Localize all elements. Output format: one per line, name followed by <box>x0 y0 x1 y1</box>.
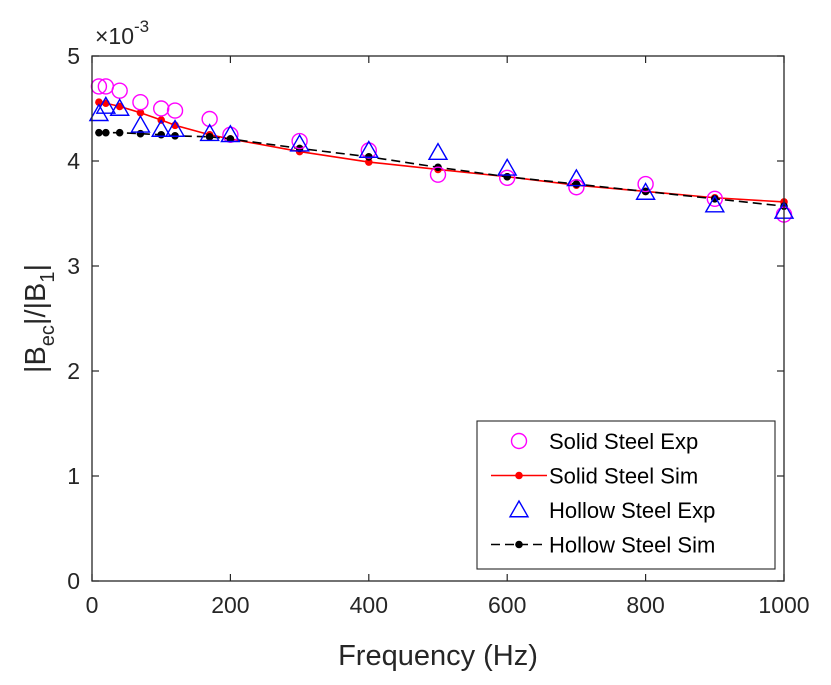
y-axis-title-mid: |/|B <box>20 283 52 325</box>
hollow-steel-exp-point <box>358 140 380 158</box>
solid-steel-exp-point <box>568 179 585 196</box>
y-tick-label: 5 <box>67 43 80 69</box>
hollow-steel-sim-point <box>572 180 581 188</box>
y-axis-title: |Bec|/|B1| <box>20 264 59 373</box>
y-axis-title-end: | <box>20 264 52 272</box>
y-tick-label: 3 <box>67 253 80 279</box>
legend-hollow-steel-exp-label: Hollow Steel Exp <box>549 498 715 523</box>
legend-solid-steel-exp-marker <box>510 432 528 450</box>
hollow-steel-exp-point <box>566 168 587 187</box>
y-tick-label: 2 <box>67 358 80 384</box>
hollow-steel-exp-point <box>150 119 172 137</box>
solid-steel-sim-point <box>136 108 145 117</box>
hollow-steel-exp-point <box>95 95 117 114</box>
hollow-steel-exp-series <box>88 95 795 219</box>
y-axis-multiplier-exponent: -3 <box>134 17 149 36</box>
hollow-steel-exp-point <box>496 157 518 176</box>
y-axis-title-sub1: ec <box>37 325 59 346</box>
y-axis-multiplier: ×10-3 <box>95 17 149 49</box>
x-tick-label: 800 <box>626 592 664 618</box>
y-axis-title-sub2: 1 <box>37 271 59 282</box>
y-tick-label: 4 <box>67 148 80 174</box>
solid-steel-sim-point <box>365 158 373 166</box>
legend-hollow-steel-exp-marker <box>508 499 530 518</box>
hollow-steel-sim-point <box>95 128 103 137</box>
hollow-steel-sim-point <box>102 128 110 137</box>
hollow-steel-sim-point <box>136 129 145 138</box>
solid-steel-exp-series <box>90 78 793 223</box>
hollow-steel-sim-point <box>503 172 512 181</box>
solid-steel-exp-point <box>291 132 308 150</box>
solid-steel-exp-point <box>429 166 447 183</box>
solid-steel-exp-point <box>166 102 184 119</box>
x-tick-label: 200 <box>211 592 249 618</box>
hollow-steel-sim-point <box>115 128 124 137</box>
hollow-steel-exp-point <box>704 194 726 213</box>
solid-steel-exp-point <box>152 100 170 117</box>
legend: Solid Steel Exp Solid Steel Sim Hollow Ste… <box>476 420 776 570</box>
series-layer <box>88 78 795 223</box>
labels-layer: 0 200 400 600 800 1000 0 1 2 3 4 5 <box>67 43 809 618</box>
y-tick-label: 0 <box>67 568 80 594</box>
solid-steel-exp-point <box>499 169 516 187</box>
hollow-steel-sim-point <box>205 133 214 141</box>
solid-steel-exp-point <box>637 175 654 193</box>
plot-frame <box>91 55 785 582</box>
y-axis-multiplier-prefix: ×10 <box>95 23 134 49</box>
hollow-steel-exp-point <box>199 123 220 142</box>
solid-steel-sim-line <box>98 101 785 203</box>
x-tick-label: 0 <box>86 592 99 618</box>
legend-hollow-steel-sim-label: Hollow Steel Sim <box>549 533 715 558</box>
x-tick-label: 1000 <box>758 592 809 618</box>
y-axis-title-base: |B <box>20 346 52 373</box>
hollow-steel-exp-point <box>635 182 656 200</box>
x-tick-label: 400 <box>350 592 388 618</box>
solid-steel-exp-point <box>706 190 723 208</box>
hollow-steel-exp-point <box>109 98 130 116</box>
hollow-steel-sim-line <box>98 131 785 207</box>
hollow-steel-exp-point <box>427 142 449 161</box>
solid-steel-exp-point <box>201 110 218 128</box>
x-axis-title: Frequency (Hz) <box>338 640 538 672</box>
y-tick-label: 1 <box>67 463 80 489</box>
legend-solid-steel-exp-label: Solid Steel Exp <box>549 429 698 454</box>
hollow-steel-exp-point <box>130 114 151 133</box>
hollow-steel-exp-point <box>164 119 186 137</box>
legend-solid-steel-sim-label: Solid Steel Sim <box>549 464 698 489</box>
solid-steel-sim-point <box>115 102 124 111</box>
hollow-steel-exp-point <box>220 124 241 143</box>
solid-steel-exp-point <box>222 126 239 143</box>
hollow-steel-exp-point <box>289 133 310 152</box>
x-tick-label: 600 <box>488 592 526 618</box>
legend-solid-steel-sim-marker <box>515 471 523 480</box>
legend-hollow-steel-sim-marker <box>515 540 523 549</box>
solid-steel-sim-point <box>95 98 103 106</box>
solid-steel-exp-point <box>132 93 149 111</box>
solid-steel-exp-point <box>360 142 377 159</box>
hollow-steel-sim-point <box>157 130 165 139</box>
ticks-layer <box>91 55 785 582</box>
